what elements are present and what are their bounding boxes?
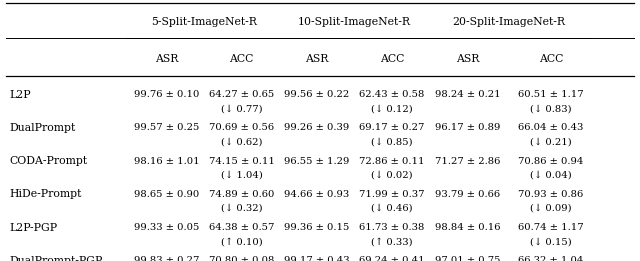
Text: (↓ 0.15): (↓ 0.15) bbox=[530, 237, 572, 246]
Text: ACC: ACC bbox=[229, 54, 254, 64]
Text: 93.79 ± 0.66: 93.79 ± 0.66 bbox=[435, 190, 500, 199]
Text: 62.43 ± 0.58: 62.43 ± 0.58 bbox=[360, 90, 425, 99]
Text: 99.56 ± 0.22: 99.56 ± 0.22 bbox=[284, 90, 349, 99]
Text: 99.57 ± 0.25: 99.57 ± 0.25 bbox=[134, 123, 199, 132]
Text: (↑ 0.10): (↑ 0.10) bbox=[221, 237, 262, 246]
Text: 61.73 ± 0.38: 61.73 ± 0.38 bbox=[360, 223, 425, 232]
Text: 98.65 ± 0.90: 98.65 ± 0.90 bbox=[134, 190, 199, 199]
Text: (↓ 0.83): (↓ 0.83) bbox=[530, 104, 572, 113]
Text: 64.38 ± 0.57: 64.38 ± 0.57 bbox=[209, 223, 275, 232]
Text: 70.80 ± 0.08: 70.80 ± 0.08 bbox=[209, 257, 275, 261]
Text: ACC: ACC bbox=[380, 54, 404, 64]
Text: 69.24 ± 0.41: 69.24 ± 0.41 bbox=[359, 257, 425, 261]
Text: 74.15 ± 0.11: 74.15 ± 0.11 bbox=[209, 157, 275, 166]
Text: (↓ 0.46): (↓ 0.46) bbox=[371, 204, 413, 213]
Text: 70.93 ± 0.86: 70.93 ± 0.86 bbox=[518, 190, 584, 199]
Text: (↑ 0.33): (↑ 0.33) bbox=[371, 237, 413, 246]
Text: 74.89 ± 0.60: 74.89 ± 0.60 bbox=[209, 190, 275, 199]
Text: 99.26 ± 0.39: 99.26 ± 0.39 bbox=[284, 123, 349, 132]
Text: HiDe-Prompt: HiDe-Prompt bbox=[10, 189, 82, 199]
Text: 97.01 ± 0.75: 97.01 ± 0.75 bbox=[435, 257, 500, 261]
Text: (↓ 0.12): (↓ 0.12) bbox=[371, 104, 413, 113]
Text: L2P-PGP: L2P-PGP bbox=[10, 223, 58, 233]
Text: 70.86 ± 0.94: 70.86 ± 0.94 bbox=[518, 157, 584, 166]
Text: ASR: ASR bbox=[155, 54, 178, 64]
Text: 99.76 ± 0.10: 99.76 ± 0.10 bbox=[134, 90, 199, 99]
Text: (↓ 0.32): (↓ 0.32) bbox=[221, 204, 262, 213]
Text: 98.84 ± 0.16: 98.84 ± 0.16 bbox=[435, 223, 500, 232]
Text: ASR: ASR bbox=[305, 54, 328, 64]
Text: 60.51 ± 1.17: 60.51 ± 1.17 bbox=[518, 90, 584, 99]
Text: (↓ 0.02): (↓ 0.02) bbox=[371, 171, 413, 180]
Text: DualPrompt-PGP: DualPrompt-PGP bbox=[10, 256, 103, 261]
Text: 98.24 ± 0.21: 98.24 ± 0.21 bbox=[435, 90, 500, 99]
Text: (↓ 0.04): (↓ 0.04) bbox=[530, 171, 572, 180]
Text: (↓ 1.04): (↓ 1.04) bbox=[221, 171, 262, 180]
Text: 20-Split-ImageNet-R: 20-Split-ImageNet-R bbox=[452, 17, 566, 27]
Text: L2P: L2P bbox=[10, 90, 31, 100]
Text: ASR: ASR bbox=[456, 54, 479, 64]
Text: CODA-Prompt: CODA-Prompt bbox=[10, 156, 88, 166]
Text: 66.32 ± 1.04: 66.32 ± 1.04 bbox=[518, 257, 584, 261]
Text: 96.17 ± 0.89: 96.17 ± 0.89 bbox=[435, 123, 500, 132]
Text: 71.27 ± 2.86: 71.27 ± 2.86 bbox=[435, 157, 500, 166]
Text: 69.17 ± 0.27: 69.17 ± 0.27 bbox=[360, 123, 425, 132]
Text: DualPrompt: DualPrompt bbox=[10, 123, 76, 133]
Text: (↓ 0.62): (↓ 0.62) bbox=[221, 138, 262, 146]
Text: (↓ 0.77): (↓ 0.77) bbox=[221, 104, 262, 113]
Text: 72.86 ± 0.11: 72.86 ± 0.11 bbox=[360, 157, 425, 166]
Text: ACC: ACC bbox=[539, 54, 563, 64]
Text: 96.55 ± 1.29: 96.55 ± 1.29 bbox=[284, 157, 349, 166]
Text: 99.83 ± 0.27: 99.83 ± 0.27 bbox=[134, 257, 199, 261]
Text: 99.33 ± 0.05: 99.33 ± 0.05 bbox=[134, 223, 199, 232]
Text: 70.69 ± 0.56: 70.69 ± 0.56 bbox=[209, 123, 274, 132]
Text: 64.27 ± 0.65: 64.27 ± 0.65 bbox=[209, 90, 274, 99]
Text: (↓ 0.85): (↓ 0.85) bbox=[371, 138, 413, 146]
Text: 98.16 ± 1.01: 98.16 ± 1.01 bbox=[134, 157, 199, 166]
Text: 60.74 ± 1.17: 60.74 ± 1.17 bbox=[518, 223, 584, 232]
Text: 10-Split-ImageNet-R: 10-Split-ImageNet-R bbox=[298, 17, 411, 27]
Text: 66.04 ± 0.43: 66.04 ± 0.43 bbox=[518, 123, 584, 132]
Text: 99.17 ± 0.43: 99.17 ± 0.43 bbox=[284, 257, 349, 261]
Text: 71.99 ± 0.37: 71.99 ± 0.37 bbox=[360, 190, 425, 199]
Text: 99.36 ± 0.15: 99.36 ± 0.15 bbox=[284, 223, 349, 232]
Text: 5-Split-ImageNet-R: 5-Split-ImageNet-R bbox=[151, 17, 257, 27]
Text: (↓ 0.21): (↓ 0.21) bbox=[530, 138, 572, 146]
Text: (↓ 0.09): (↓ 0.09) bbox=[530, 204, 572, 213]
Text: 94.66 ± 0.93: 94.66 ± 0.93 bbox=[284, 190, 349, 199]
